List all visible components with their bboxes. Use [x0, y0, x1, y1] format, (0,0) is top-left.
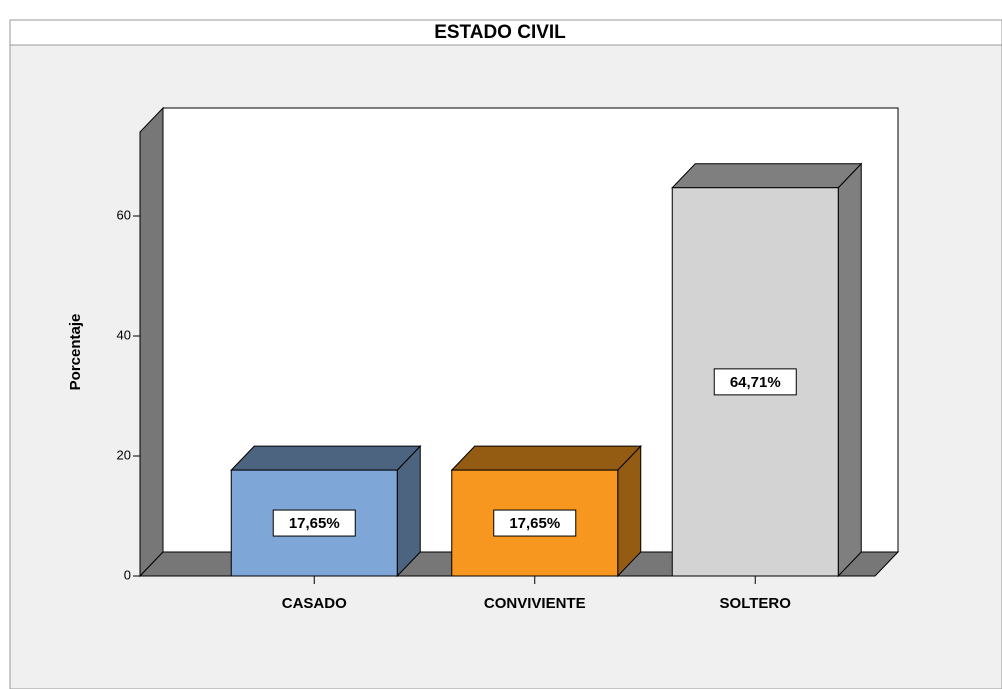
chart-title: ESTADO CIVIL — [434, 22, 566, 43]
left-wall — [139, 106, 164, 578]
y-tick-label: 60 — [117, 207, 131, 222]
bar-top — [230, 445, 422, 471]
bar-top — [671, 163, 863, 189]
x-tick-label: CONVIVIENTE — [484, 595, 586, 612]
value-label: 17,65% — [509, 515, 560, 532]
x-tick-label: SOLTERO — [720, 595, 792, 612]
value-label: 64,71% — [730, 374, 781, 391]
title-box — [9, 19, 1002, 46]
bar-top — [450, 445, 642, 471]
value-label-box — [272, 509, 356, 537]
y-tick-label: 0 — [124, 567, 131, 582]
bar-side — [837, 162, 862, 578]
y-tick-label: 20 — [117, 447, 131, 462]
value-label-box — [713, 368, 797, 396]
x-tick-label: CASADO — [282, 595, 347, 612]
y-tick-label: 40 — [117, 327, 131, 342]
value-label-box — [493, 509, 577, 537]
y-axis-label: Porcentaje — [67, 314, 84, 391]
value-label: 17,65% — [289, 515, 340, 532]
